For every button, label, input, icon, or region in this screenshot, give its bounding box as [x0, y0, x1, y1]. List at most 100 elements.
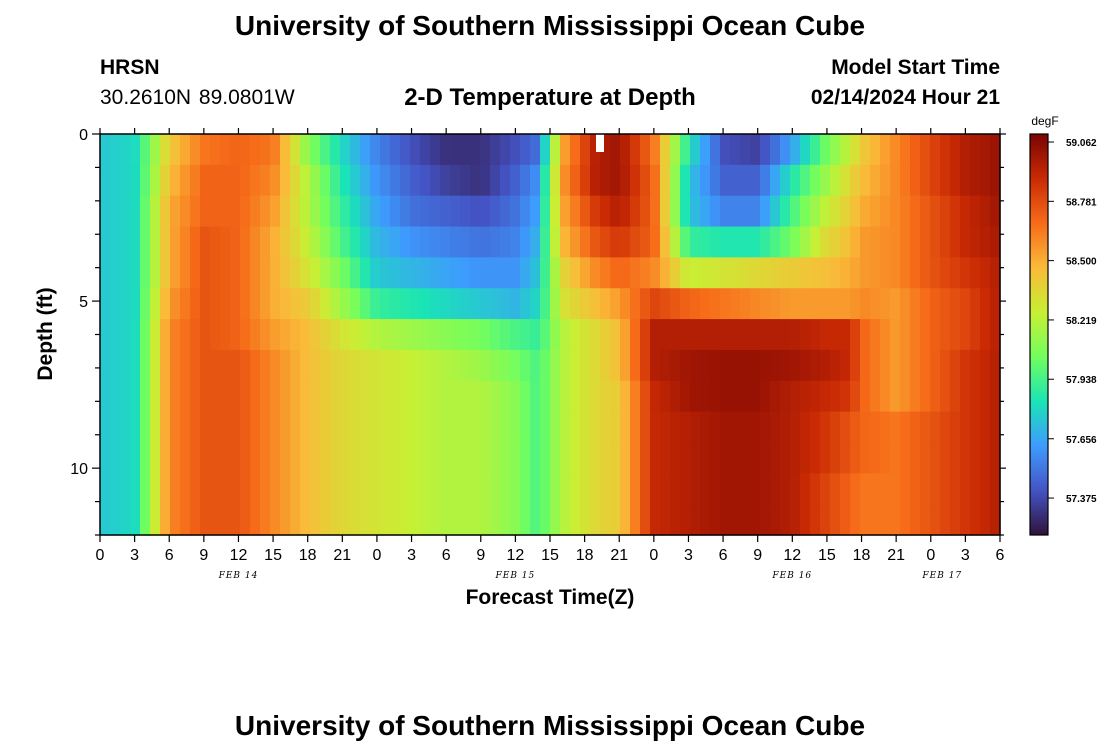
- heatmap-cell: [900, 288, 911, 320]
- heatmap-cell: [290, 319, 301, 351]
- heatmap-cell: [710, 473, 721, 505]
- heatmap-cell: [450, 473, 461, 505]
- heatmap-cell: [630, 380, 641, 413]
- heatmap-cell: [200, 226, 211, 258]
- heatmap-cell: [340, 319, 351, 351]
- heatmap-cell: [170, 134, 181, 166]
- heatmap-cell: [660, 164, 671, 197]
- heatmap-cell: [580, 257, 591, 289]
- heatmap-cell: [540, 411, 551, 444]
- heatmap-cell: [490, 349, 501, 382]
- heatmap-cell: [230, 473, 241, 505]
- heatmap-cell: [730, 134, 741, 166]
- heatmap-cell: [740, 257, 751, 289]
- heatmap-cell: [480, 473, 491, 505]
- heatmap-cell: [990, 473, 1001, 505]
- x-tick-label: 6: [442, 547, 451, 564]
- heatmap-cell: [470, 226, 481, 258]
- heatmap-cell: [850, 473, 861, 505]
- heatmap-cell: [640, 380, 651, 413]
- heatmap-cell: [480, 380, 491, 413]
- heatmap-cell: [850, 257, 861, 289]
- heatmap-cell: [830, 257, 841, 289]
- heatmap-cell: [730, 380, 741, 413]
- heatmap-cell: [620, 164, 631, 197]
- heatmap-cell: [990, 442, 1001, 474]
- heatmap-cell: [900, 411, 911, 444]
- heatmap-cell: [520, 473, 531, 505]
- x-tick-label: 0: [372, 547, 381, 564]
- heatmap-cell: [410, 411, 421, 444]
- heatmap-cell: [890, 257, 901, 289]
- heatmap-cell: [340, 195, 351, 228]
- heatmap-cell: [930, 164, 941, 197]
- heatmap-cell: [600, 319, 611, 351]
- heatmap-cell: [680, 473, 691, 505]
- heatmap-cell: [980, 349, 991, 382]
- heatmap-cell: [500, 195, 511, 228]
- heatmap-cell: [760, 380, 771, 413]
- heatmap-cell: [840, 504, 851, 536]
- heatmap-cell: [600, 288, 611, 320]
- heatmap-cell: [860, 319, 871, 351]
- heatmap-cell: [500, 473, 511, 505]
- heatmap-cell: [420, 473, 431, 505]
- heatmap-cell: [420, 319, 431, 351]
- heatmap-cell: [930, 504, 941, 536]
- heatmap-cell: [250, 442, 261, 474]
- heatmap-cell: [930, 226, 941, 258]
- heatmap-cell: [550, 411, 561, 444]
- heatmap-cell: [750, 411, 761, 444]
- heatmap-cell: [250, 349, 261, 382]
- heatmap-cell: [800, 349, 811, 382]
- heatmap-cell: [580, 349, 591, 382]
- heatmap-cell: [440, 411, 451, 444]
- heatmap-cell: [750, 380, 761, 413]
- heatmap-cell: [130, 349, 141, 382]
- heatmap-cell: [890, 195, 901, 228]
- heatmap-cell: [120, 257, 131, 289]
- heatmap-cell: [400, 288, 411, 320]
- heatmap-cell: [500, 319, 511, 351]
- heatmap-cell: [270, 226, 281, 258]
- heatmap-cell: [350, 349, 361, 382]
- heatmap-cell: [570, 195, 581, 228]
- heatmap-cell: [520, 195, 531, 228]
- heatmap-cell: [640, 442, 651, 474]
- heatmap-cell: [460, 164, 471, 197]
- heatmap-cell: [280, 164, 291, 197]
- heatmap-cell: [390, 257, 401, 289]
- heatmap-cell: [420, 411, 431, 444]
- heatmap-cell: [170, 349, 181, 382]
- heatmap-cell: [180, 164, 191, 197]
- heatmap-cell: [160, 164, 171, 197]
- heatmap-cell: [700, 226, 711, 258]
- heatmap-cell: [800, 134, 811, 166]
- heatmap-cell: [740, 411, 751, 444]
- heatmap-cell: [530, 380, 541, 413]
- x-axis: 0 3 6 9 12 15 18 21 0 3 6 9 12 15 18 21 0 3 6 9 12 15 18 21 0 3 6: [96, 128, 1005, 564]
- heatmap-cell: [910, 473, 921, 505]
- heatmap-cell: [400, 164, 411, 197]
- heatmap-cell: [130, 473, 141, 505]
- heatmap-cell: [560, 257, 571, 289]
- heatmap-cell: [910, 442, 921, 474]
- heatmap-cell: [730, 257, 741, 289]
- heatmap-cell: [210, 319, 221, 351]
- heatmap-cell: [600, 442, 611, 474]
- heatmap-cell: [380, 349, 391, 382]
- heatmap-cell: [540, 134, 551, 166]
- heatmap-cell: [750, 164, 761, 197]
- heatmap-cell: [980, 257, 991, 289]
- heatmap-cell: [130, 257, 141, 289]
- heatmap-cell: [320, 504, 331, 536]
- heatmap-cell: [130, 164, 141, 197]
- heatmap-cell: [310, 349, 321, 382]
- heatmap-cell: [960, 442, 971, 474]
- heatmap-cell: [140, 319, 151, 351]
- heatmap-cell: [140, 473, 151, 505]
- heatmap-cell: [580, 319, 591, 351]
- heatmap-cell: [310, 380, 321, 413]
- heatmap-cell: [280, 411, 291, 444]
- heatmap-cell: [440, 195, 451, 228]
